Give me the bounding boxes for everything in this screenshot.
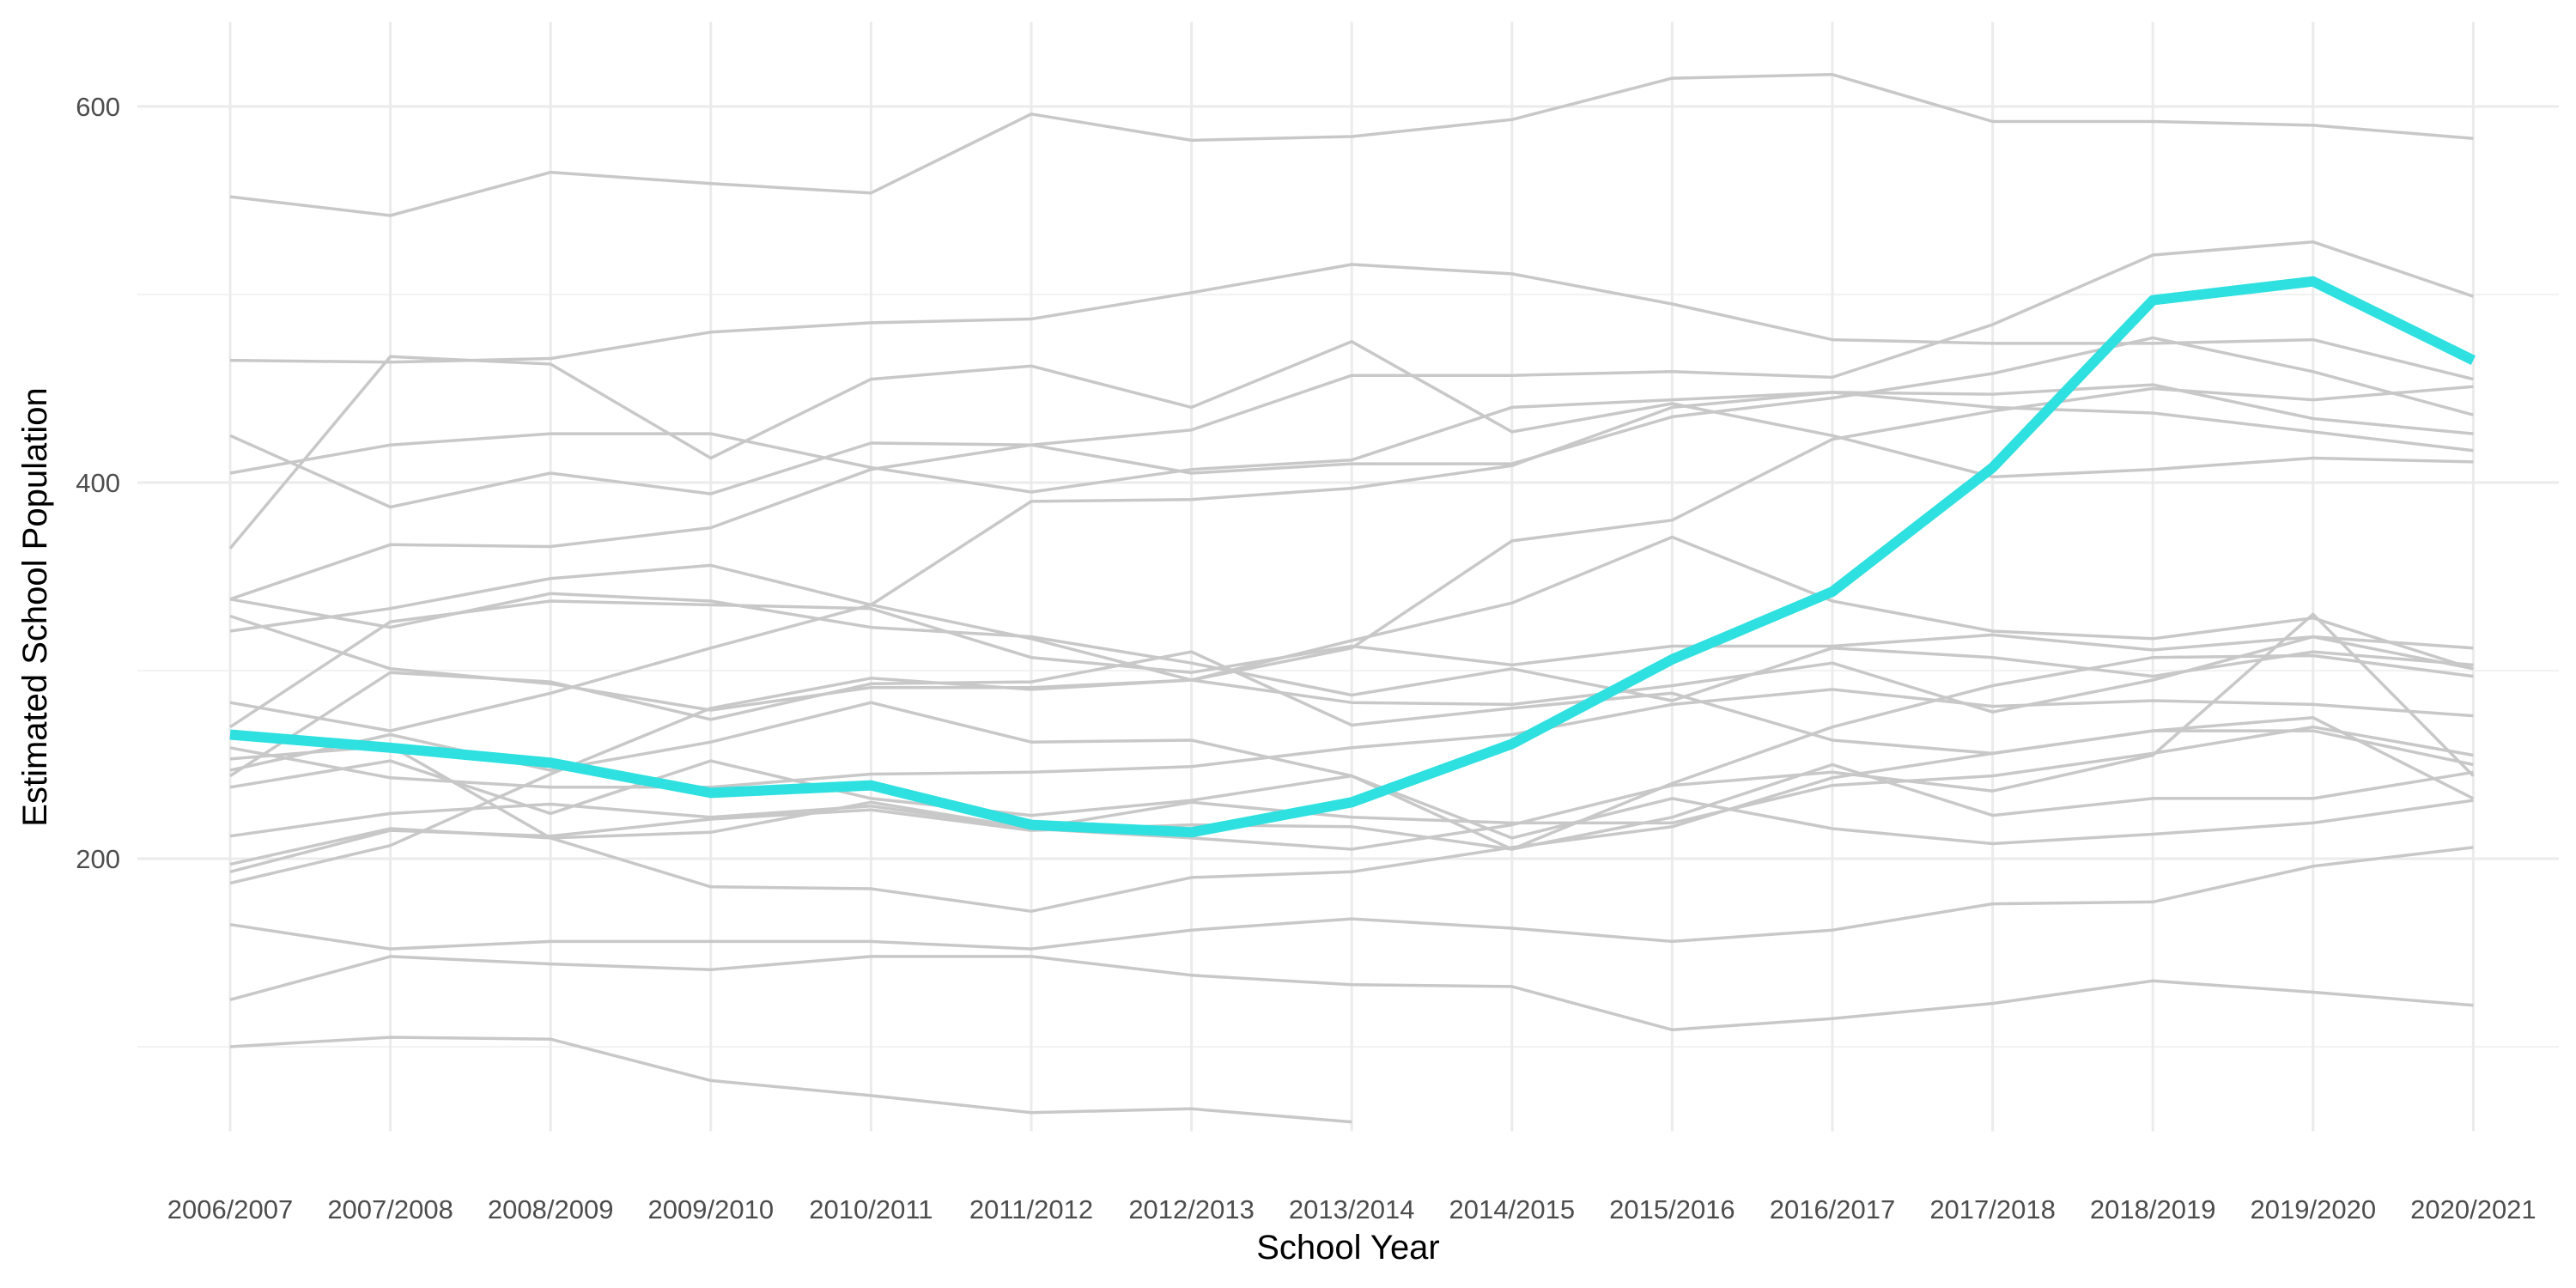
- y-tick-label: 400: [76, 468, 120, 498]
- series-line-16: [229, 725, 2474, 838]
- highlight-line: [229, 276, 2476, 838]
- x-axis-tick-labels: 2006/2007 2007/2008 2008/2009 2009/2010 2010…: [167, 1194, 2537, 1224]
- x-tick-label: 2015/2016: [1609, 1194, 1735, 1224]
- series-line-18: [229, 762, 2474, 873]
- series-line-1: [229, 73, 2474, 217]
- series-line-22: [229, 1036, 1352, 1124]
- y-tick-label: 200: [76, 844, 120, 874]
- y-tick-label: 600: [76, 92, 120, 122]
- x-tick-label: 2017/2018: [1929, 1194, 2056, 1224]
- series-line-3: [228, 340, 2474, 550]
- highlight-series-line: [229, 276, 2476, 838]
- series-line-5: [229, 383, 2474, 494]
- series-line-23: [229, 716, 2475, 914]
- series-line-2: [229, 263, 2474, 381]
- series-line-11: [229, 535, 2474, 732]
- x-tick-label: 2014/2015: [1449, 1194, 1576, 1224]
- series-line-21: [229, 955, 2474, 1032]
- x-tick-label: 2009/2010: [648, 1194, 775, 1224]
- x-tick-label: 2007/2008: [327, 1194, 453, 1224]
- series-line-15: [229, 759, 2474, 846]
- series-line-17: [229, 612, 2475, 866]
- x-tick-label: 2016/2017: [1770, 1194, 1896, 1224]
- series-line-8: [229, 592, 2474, 702]
- grid-lines: [137, 21, 2559, 1132]
- x-tick-label: 2006/2007: [167, 1194, 294, 1224]
- x-tick-label: 2010/2011: [809, 1194, 933, 1224]
- series-line-14: [229, 688, 2474, 789]
- x-tick-label: 2008/2009: [488, 1194, 614, 1224]
- series-line-20: [229, 846, 2474, 951]
- x-axis-title: School Year: [1256, 1229, 1440, 1267]
- series-line-7: [229, 391, 2474, 633]
- series-line-6: [229, 240, 2474, 601]
- x-tick-label: 2020/2021: [2410, 1194, 2537, 1224]
- background-series-lines: [228, 73, 2475, 1124]
- series-line-19: [229, 385, 2474, 885]
- series-line-9: [229, 614, 2474, 714]
- y-axis-title: Estimated School Population: [16, 387, 54, 826]
- series-line-10: [229, 599, 2474, 729]
- x-tick-label: 2011/2012: [969, 1194, 1093, 1224]
- x-tick-label: 2013/2014: [1289, 1194, 1415, 1224]
- x-tick-label: 2012/2013: [1128, 1194, 1255, 1224]
- x-tick-label: 2018/2019: [2090, 1194, 2216, 1224]
- x-tick-label: 2019/2020: [2251, 1194, 2377, 1224]
- y-axis-tick-labels: 200 400 600: [76, 92, 120, 874]
